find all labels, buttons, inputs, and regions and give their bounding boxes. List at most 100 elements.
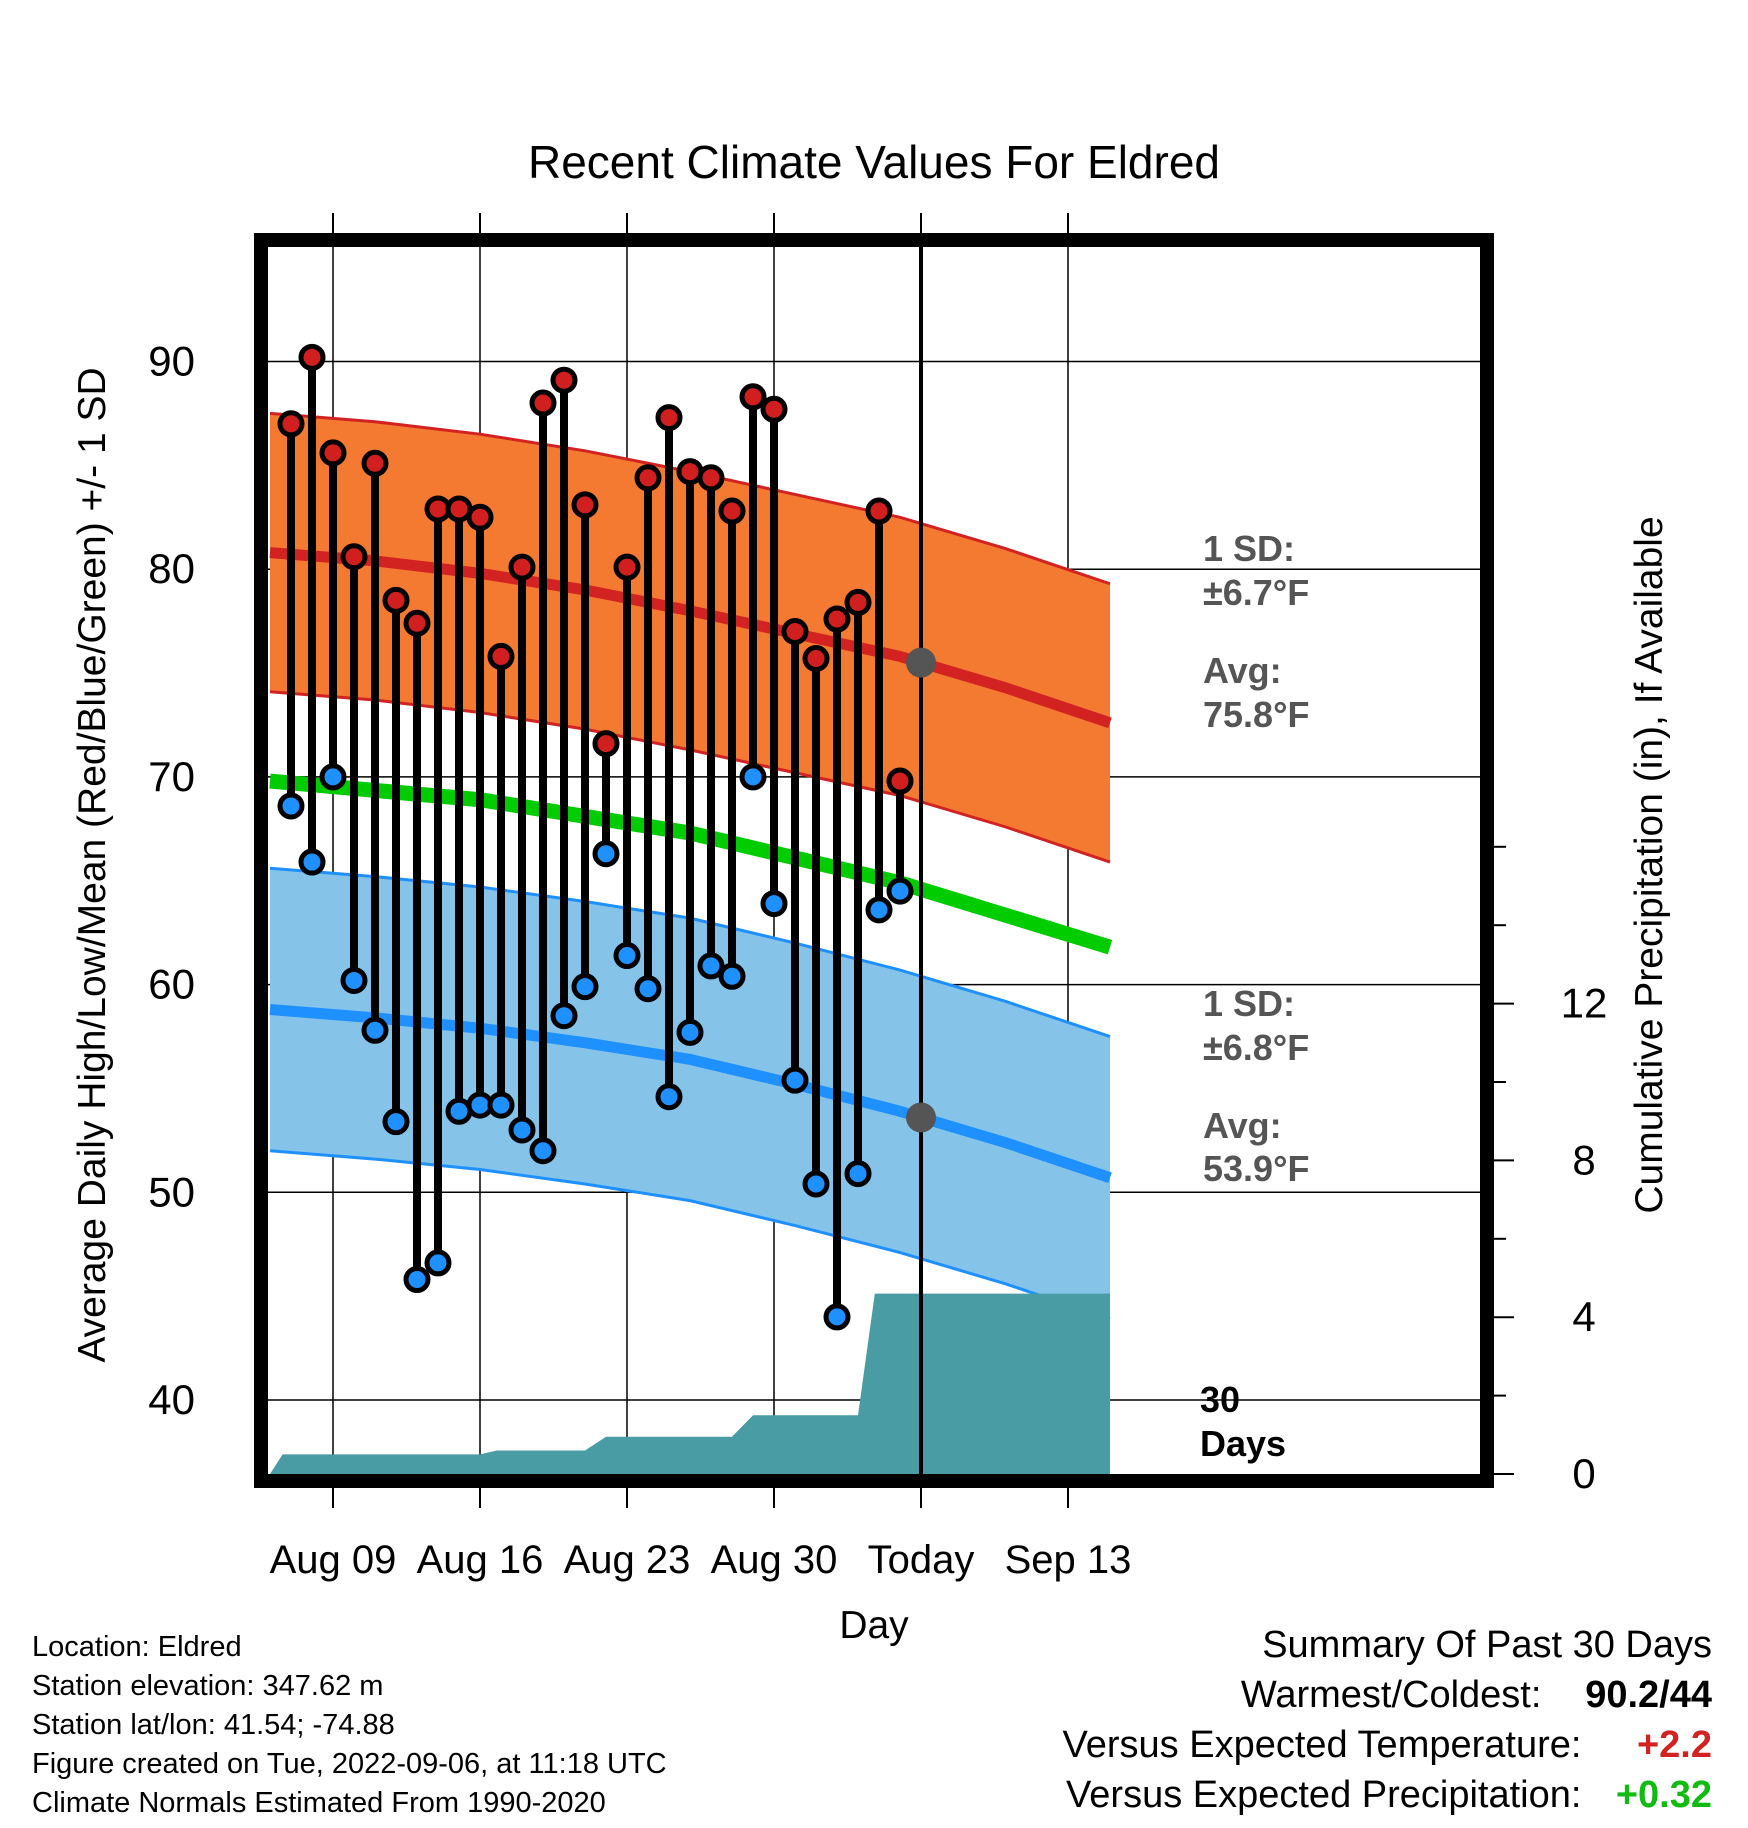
daily-high-point — [277, 410, 305, 438]
low-sd-label: 1 SD: — [1203, 983, 1295, 1024]
daily-high-point — [382, 586, 410, 614]
daily-high-point — [508, 553, 536, 581]
daily-low-point — [319, 763, 347, 791]
y-tick-label: 90 — [148, 338, 195, 385]
x-tick-label: Aug 23 — [564, 1538, 691, 1582]
daily-low-point — [676, 1018, 704, 1046]
daily-low-point — [403, 1266, 431, 1294]
y-tick-label: 50 — [148, 1168, 195, 1215]
high-sd-label: 1 SD: — [1203, 528, 1295, 569]
low-avg-value: 53.9°F — [1203, 1148, 1309, 1189]
x-tick-label: Today — [868, 1538, 975, 1582]
info-location: Location: Eldred — [32, 1631, 242, 1663]
x-tick-label: Sep 13 — [1005, 1538, 1132, 1582]
daily-high-point — [319, 439, 347, 467]
temp-value: +2.2 — [1636, 1724, 1712, 1766]
info-created: Figure created on Tue, 2022-09-06, at 11… — [32, 1748, 667, 1780]
daily-low-point — [340, 966, 368, 994]
daily-high-point — [781, 618, 809, 646]
y2-tick-label: 0 — [1572, 1450, 1595, 1497]
x-tick-label: Aug 30 — [711, 1538, 838, 1582]
y2-axis-label: Cumulative Precipitation (in), If Availa… — [1628, 516, 1671, 1213]
info-normals: Climate Normals Estimated From 1990-2020 — [32, 1787, 606, 1819]
daily-low-point — [613, 942, 641, 970]
info-latlon: Station lat/lon: 41.54; -74.88 — [32, 1709, 395, 1741]
today-high-avg-marker — [906, 647, 936, 678]
daily-high-point — [844, 588, 872, 616]
daily-low-point — [823, 1303, 851, 1331]
y2-tick-label: 8 — [1572, 1136, 1595, 1183]
daily-high-point — [592, 730, 620, 758]
x-tick-label: Aug 16 — [417, 1538, 544, 1582]
daily-low-point — [844, 1160, 872, 1188]
summary-temp-row: Versus Expected Temperature: +2.2 — [1063, 1720, 1712, 1770]
low-sd-lower-edge — [269, 1149, 1111, 1321]
normal-low-line — [269, 1004, 1112, 1183]
warm-cold-label: Warmest/Coldest: — [1240, 1674, 1542, 1716]
daily-high-point — [634, 464, 662, 492]
daily-high-point — [487, 642, 515, 670]
x-tick-label: Aug 09 — [270, 1538, 397, 1582]
summary-precip-row: Versus Expected Precipitation: +0.32 — [1063, 1770, 1712, 1820]
daily-low-point — [487, 1091, 515, 1119]
daily-low-point — [886, 877, 914, 905]
y2-tick-label: 12 — [1561, 980, 1608, 1027]
high-avg-label: Avg: — [1203, 650, 1282, 691]
daily-high-point — [886, 767, 914, 795]
daily-low-point — [697, 952, 725, 980]
y-tick-label: 40 — [148, 1376, 195, 1423]
summary-panel: Summary Of Past 30 Days Warmest/Coldest:… — [1063, 1620, 1712, 1820]
daily-high-point — [571, 491, 599, 519]
daily-low-point — [508, 1116, 536, 1144]
summary-title: Summary Of Past 30 Days — [1262, 1624, 1712, 1666]
daily-high-point — [403, 609, 431, 637]
y-tick-label: 80 — [148, 545, 195, 592]
daily-low-point — [382, 1108, 410, 1136]
daily-low-point — [277, 792, 305, 820]
high-sd-value: ±6.7°F — [1203, 572, 1309, 613]
daily-high-point — [823, 605, 851, 633]
daily-high-point — [697, 464, 725, 492]
temp-label: Versus Expected Temperature: — [1062, 1724, 1582, 1766]
daily-high-point — [361, 449, 389, 477]
daily-low-point — [865, 896, 893, 924]
summary-warm-cold-row: Warmest/Coldest: 90.2/44 — [1063, 1670, 1712, 1720]
daily-high-point — [550, 366, 578, 394]
daily-high-point — [613, 553, 641, 581]
daily-high-point — [529, 389, 557, 417]
x-axis-label: Day — [839, 1604, 909, 1647]
today-low-avg-marker — [906, 1102, 936, 1133]
daily-high-point — [655, 404, 683, 432]
low-avg-label: Avg: — [1203, 1105, 1282, 1146]
low-sd-value: ±6.8°F — [1203, 1027, 1309, 1068]
precip-label: Versus Expected Precipitation: — [1066, 1774, 1582, 1816]
daily-low-point — [424, 1249, 452, 1277]
days-label-count: 30 — [1200, 1379, 1240, 1420]
precip-area — [270, 1293, 1110, 1474]
y2-tick-label: 4 — [1572, 1293, 1595, 1340]
daily-low-point — [781, 1066, 809, 1094]
daily-low-point — [655, 1083, 683, 1111]
daily-high-point — [739, 383, 767, 411]
y-tick-label: 70 — [148, 753, 195, 800]
daily-low-point — [634, 975, 662, 1003]
chart-title: Recent Climate Values For Eldred — [528, 136, 1220, 188]
daily-low-point — [361, 1016, 389, 1044]
warm-cold-value: 90.2/44 — [1585, 1674, 1712, 1716]
daily-low-point — [571, 973, 599, 1001]
daily-low-point — [760, 890, 788, 918]
daily-low-point — [550, 1002, 578, 1030]
precip-value: +0.32 — [1615, 1774, 1712, 1816]
daily-low-point — [802, 1170, 830, 1198]
daily-high-point — [298, 343, 326, 371]
daily-high-point — [760, 395, 788, 423]
daily-low-point — [739, 763, 767, 791]
daily-high-point — [718, 497, 746, 525]
daily-high-point — [466, 503, 494, 531]
daily-low-point — [592, 840, 620, 868]
daily-high-point — [340, 543, 368, 571]
plot-frame — [254, 233, 1494, 1488]
